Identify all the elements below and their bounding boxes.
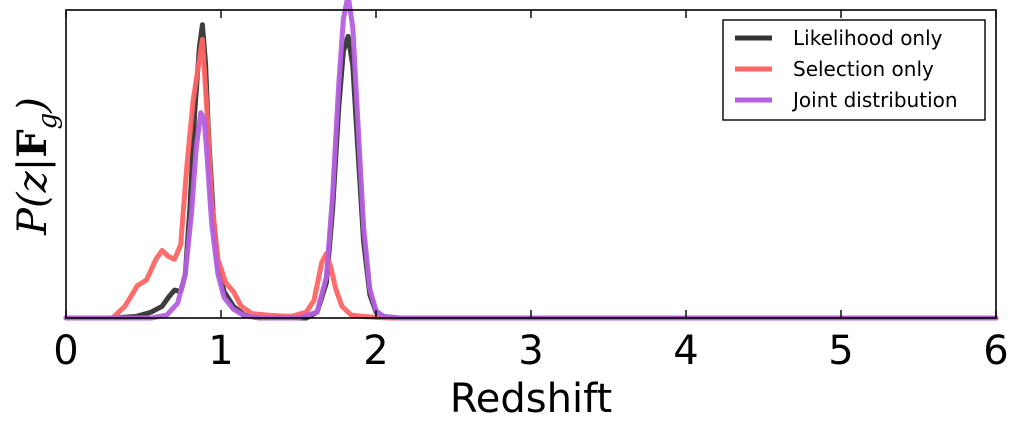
legend-label-3: Joint distribution	[791, 88, 958, 112]
x-tick-label-2: 2	[363, 328, 388, 374]
legend-label-1: Likelihood only	[793, 26, 943, 50]
legend-label-2: Selection only	[793, 57, 934, 81]
legend: Likelihood only Selection only Joint distr…	[722, 19, 986, 121]
x-tick-label-1: 1	[208, 328, 233, 374]
x-tick-label-6: 6	[983, 328, 1008, 374]
series-layer	[63, 0, 999, 321]
x-tick-label-3: 3	[518, 328, 543, 374]
x-tick-label-0: 0	[53, 328, 78, 374]
x-tick-label-5: 5	[828, 328, 853, 374]
series-line-3	[63, 0, 999, 321]
tick-layer: 0 1 2 3 4 5 6	[53, 10, 1009, 374]
y-axis-label: P(z|Fg)	[9, 97, 63, 236]
series-line-2	[63, 36, 999, 321]
x-axis-label: Redshift	[450, 376, 612, 422]
x-tick-label-4: 4	[673, 328, 698, 374]
